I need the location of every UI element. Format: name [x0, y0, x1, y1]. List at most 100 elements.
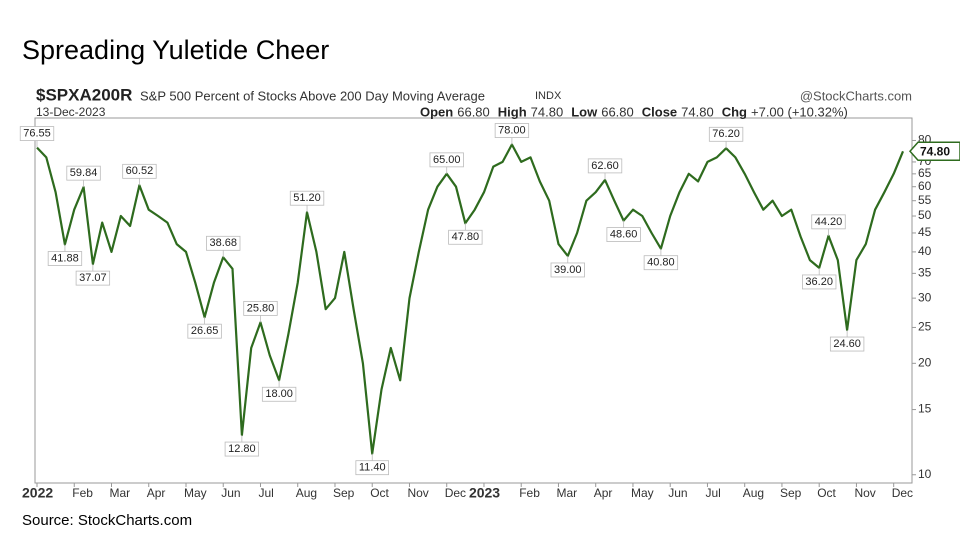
y-tick-label: 65: [918, 166, 932, 180]
x-tick-label: Jun: [221, 486, 240, 500]
data-label: 78.00: [494, 123, 530, 145]
data-label-text: 65.00: [433, 154, 461, 166]
x-tick-label: Dec: [892, 486, 913, 500]
data-label-text: 59.84: [70, 167, 98, 179]
stat-label: Chg: [722, 104, 747, 119]
stat-value: 74.80: [531, 104, 564, 119]
x-tick-label: Apr: [147, 486, 166, 500]
x-tick-label: May: [631, 486, 654, 500]
x-tick-label: Nov: [407, 486, 428, 500]
data-label-text: 37.07: [79, 272, 107, 284]
x-tick-label: Nov: [854, 486, 875, 500]
data-label: 41.88: [47, 244, 83, 266]
stat-value: 66.80: [601, 104, 634, 119]
x-tick-label: Apr: [594, 486, 613, 500]
source: Source: StockCharts.com: [22, 512, 192, 529]
x-tick-label: Jun: [668, 486, 687, 500]
data-label-text: 40.80: [647, 257, 675, 269]
data-label: 62.60: [587, 158, 623, 180]
data-label-text: 24.60: [833, 338, 861, 350]
data-label-text: 62.60: [591, 160, 619, 172]
last-value: 74.80: [908, 141, 960, 162]
data-label: 11.40: [355, 453, 389, 476]
data-label-text: 25.80: [247, 302, 275, 314]
data-label: 25.80: [243, 300, 278, 323]
x-tick-label: Oct: [817, 486, 836, 500]
y-tick-label: 25: [918, 320, 932, 334]
data-label-text: 36.20: [805, 276, 833, 288]
data-label: 24.60: [829, 330, 865, 352]
y-tick-label: 10: [918, 467, 932, 481]
data-label: 59.84: [66, 165, 101, 188]
y-tick-label: 30: [918, 290, 932, 304]
data-label-text: 44.20: [815, 216, 843, 228]
data-label-text: 60.52: [126, 165, 154, 177]
data-label: 51.20: [289, 190, 325, 213]
data-label: 47.80: [448, 223, 483, 245]
x-tick-label: Oct: [370, 486, 389, 500]
x-tick-label: 2023: [469, 485, 500, 501]
stat-label: Low: [571, 104, 598, 119]
stat-value: 74.80: [681, 104, 714, 119]
data-label-text: 76.55: [23, 127, 51, 139]
data-label-text: 48.60: [610, 228, 638, 240]
data-label: 36.20: [802, 267, 837, 290]
data-label-text: 38.68: [209, 237, 237, 249]
data-label-text: 11.40: [359, 462, 386, 474]
date: 13-Dec-2023: [36, 105, 106, 119]
x-tick-label: Mar: [109, 486, 130, 500]
data-label-text: 39.00: [554, 264, 582, 276]
data-label: 40.80: [643, 248, 679, 271]
symbol: $SPXA200R: [36, 85, 132, 104]
y-tick-label: 35: [918, 266, 932, 280]
data-label: 12.80: [224, 435, 260, 457]
data-label: 44.20: [811, 214, 846, 236]
data-label-text: 18.00: [265, 388, 293, 400]
brand: @StockCharts.com: [800, 88, 912, 103]
data-label: 37.07: [75, 264, 111, 286]
x-tick-label: May: [184, 486, 207, 500]
data-label-text: 51.20: [293, 192, 321, 204]
plot-frame: [34, 117, 913, 484]
x-tick-label: Feb: [72, 486, 93, 500]
data-label: 76.55: [19, 126, 55, 148]
data-label: 38.68: [206, 235, 241, 258]
last-value-label: 74.80: [920, 144, 950, 158]
last-value-box: [908, 141, 960, 162]
x-tick-label: Sep: [333, 486, 355, 500]
stat-label: Open: [420, 104, 453, 119]
data-label-box: [494, 123, 530, 138]
series-line: [36, 143, 905, 455]
data-label: 60.52: [122, 163, 157, 186]
x-tick-label: Aug: [743, 486, 764, 500]
y-tick-label: 20: [918, 355, 932, 369]
x-tick-label: Mar: [556, 486, 577, 500]
y-tick-label: 15: [918, 402, 932, 416]
y-tick-label: 50: [918, 208, 932, 222]
y-tick-label: 45: [918, 225, 932, 239]
data-label: 18.00: [261, 380, 297, 402]
y-tick-label: 40: [918, 244, 932, 258]
data-label-text: 47.80: [452, 231, 480, 243]
data-label: 76.20: [708, 126, 744, 149]
data-label: 65.00: [429, 152, 464, 174]
stat-label: Close: [642, 104, 677, 119]
data-label-text: 12.80: [228, 443, 256, 455]
y-tick-label: 55: [918, 193, 932, 207]
data-label-text: 41.88: [51, 252, 79, 264]
data-label-text: 78.00: [498, 124, 526, 136]
chart-title: Spreading Yuletide Cheer: [22, 35, 329, 65]
x-tick-label: Sep: [780, 486, 802, 500]
subtitle: S&P 500 Percent of Stocks Above 200 Day …: [140, 88, 485, 103]
exchange: INDX: [535, 90, 562, 102]
stat-value: 66.80: [457, 104, 490, 119]
x-tick-label: Jul: [258, 486, 273, 500]
x-tick-label: 2022: [22, 485, 53, 501]
data-label-text: 76.20: [712, 128, 740, 140]
y-tick-label: 60: [918, 179, 932, 193]
data-label-text: 26.65: [191, 325, 219, 337]
x-tick-label: Jul: [705, 486, 720, 500]
x-tick-label: Dec: [445, 486, 466, 500]
